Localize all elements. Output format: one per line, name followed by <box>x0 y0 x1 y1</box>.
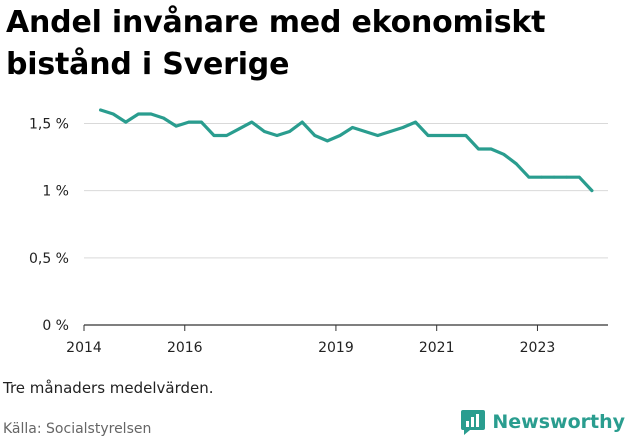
data-point <box>351 126 354 129</box>
data-point <box>363 130 367 133</box>
data-point <box>439 134 443 137</box>
data-point <box>124 120 128 124</box>
data-point <box>414 120 417 124</box>
data-point <box>313 134 317 137</box>
data-point <box>262 130 266 133</box>
data-point <box>502 152 506 156</box>
data-point <box>577 175 581 179</box>
y-tick-label: 1,5 % <box>29 116 69 132</box>
grid-lines <box>84 122 608 326</box>
data-point <box>187 120 191 124</box>
source-credit: Källa: Socialstyrelsen <box>3 421 152 437</box>
x-axis: 2014 2016 2019 2021 2023 <box>66 325 555 356</box>
y-axis: 0 % 0,5 % 1 % 1,5 % <box>29 116 69 334</box>
x-tick-label: 2023 <box>520 340 556 356</box>
y-tick-label: 1 % <box>42 184 69 200</box>
data-point <box>199 120 203 124</box>
data-point <box>540 175 543 179</box>
data-point <box>401 126 405 129</box>
data-point <box>527 175 531 179</box>
data-point <box>99 108 103 112</box>
data-point <box>552 175 556 179</box>
data-point <box>388 130 392 133</box>
data-point <box>149 112 153 116</box>
newsworthy-logo-icon <box>461 410 486 435</box>
brand-logo: Newsworthy <box>460 408 625 436</box>
data-point <box>565 175 569 179</box>
data-point <box>514 162 518 166</box>
data-point <box>137 112 140 116</box>
y-tick-label: 0,5 % <box>29 251 69 267</box>
data-point <box>237 127 241 131</box>
chart-title: Andel invånare med ekonomiskt bistånd i … <box>6 5 546 82</box>
data-point <box>162 116 166 120</box>
data-point <box>250 120 254 124</box>
data-point <box>489 147 493 151</box>
data-point <box>590 189 594 193</box>
x-tick-label: 2019 <box>318 340 354 356</box>
data-point <box>376 134 380 137</box>
data-point <box>464 134 468 137</box>
data-point <box>451 134 455 137</box>
data-point <box>338 134 342 137</box>
data-point <box>212 134 216 137</box>
x-tick-label: 2016 <box>167 340 203 356</box>
x-tick-label: 2021 <box>419 340 455 356</box>
data-point <box>275 134 279 137</box>
x-tick-label: 2014 <box>66 340 102 356</box>
series-line <box>98 108 594 193</box>
data-point <box>225 134 228 137</box>
data-point <box>300 120 304 124</box>
data-point <box>477 147 480 151</box>
data-point <box>111 112 115 116</box>
data-point <box>174 124 178 128</box>
data-point <box>288 130 291 133</box>
y-tick-label: 0 % <box>42 318 69 334</box>
chart-note: Tre månaders medelvärden. <box>3 379 214 397</box>
brand-name: Newsworthy <box>492 411 625 433</box>
chart-area: 0 % 0,5 % 1 % 1,5 % 2014 2016 2019 2021 2023 <box>0 100 631 365</box>
data-point <box>325 139 329 143</box>
data-point <box>426 134 430 137</box>
line-chart: 0 % 0,5 % 1 % 1,5 % 2014 2016 2019 2021 2023 <box>29 108 608 356</box>
series-layer <box>98 108 594 193</box>
